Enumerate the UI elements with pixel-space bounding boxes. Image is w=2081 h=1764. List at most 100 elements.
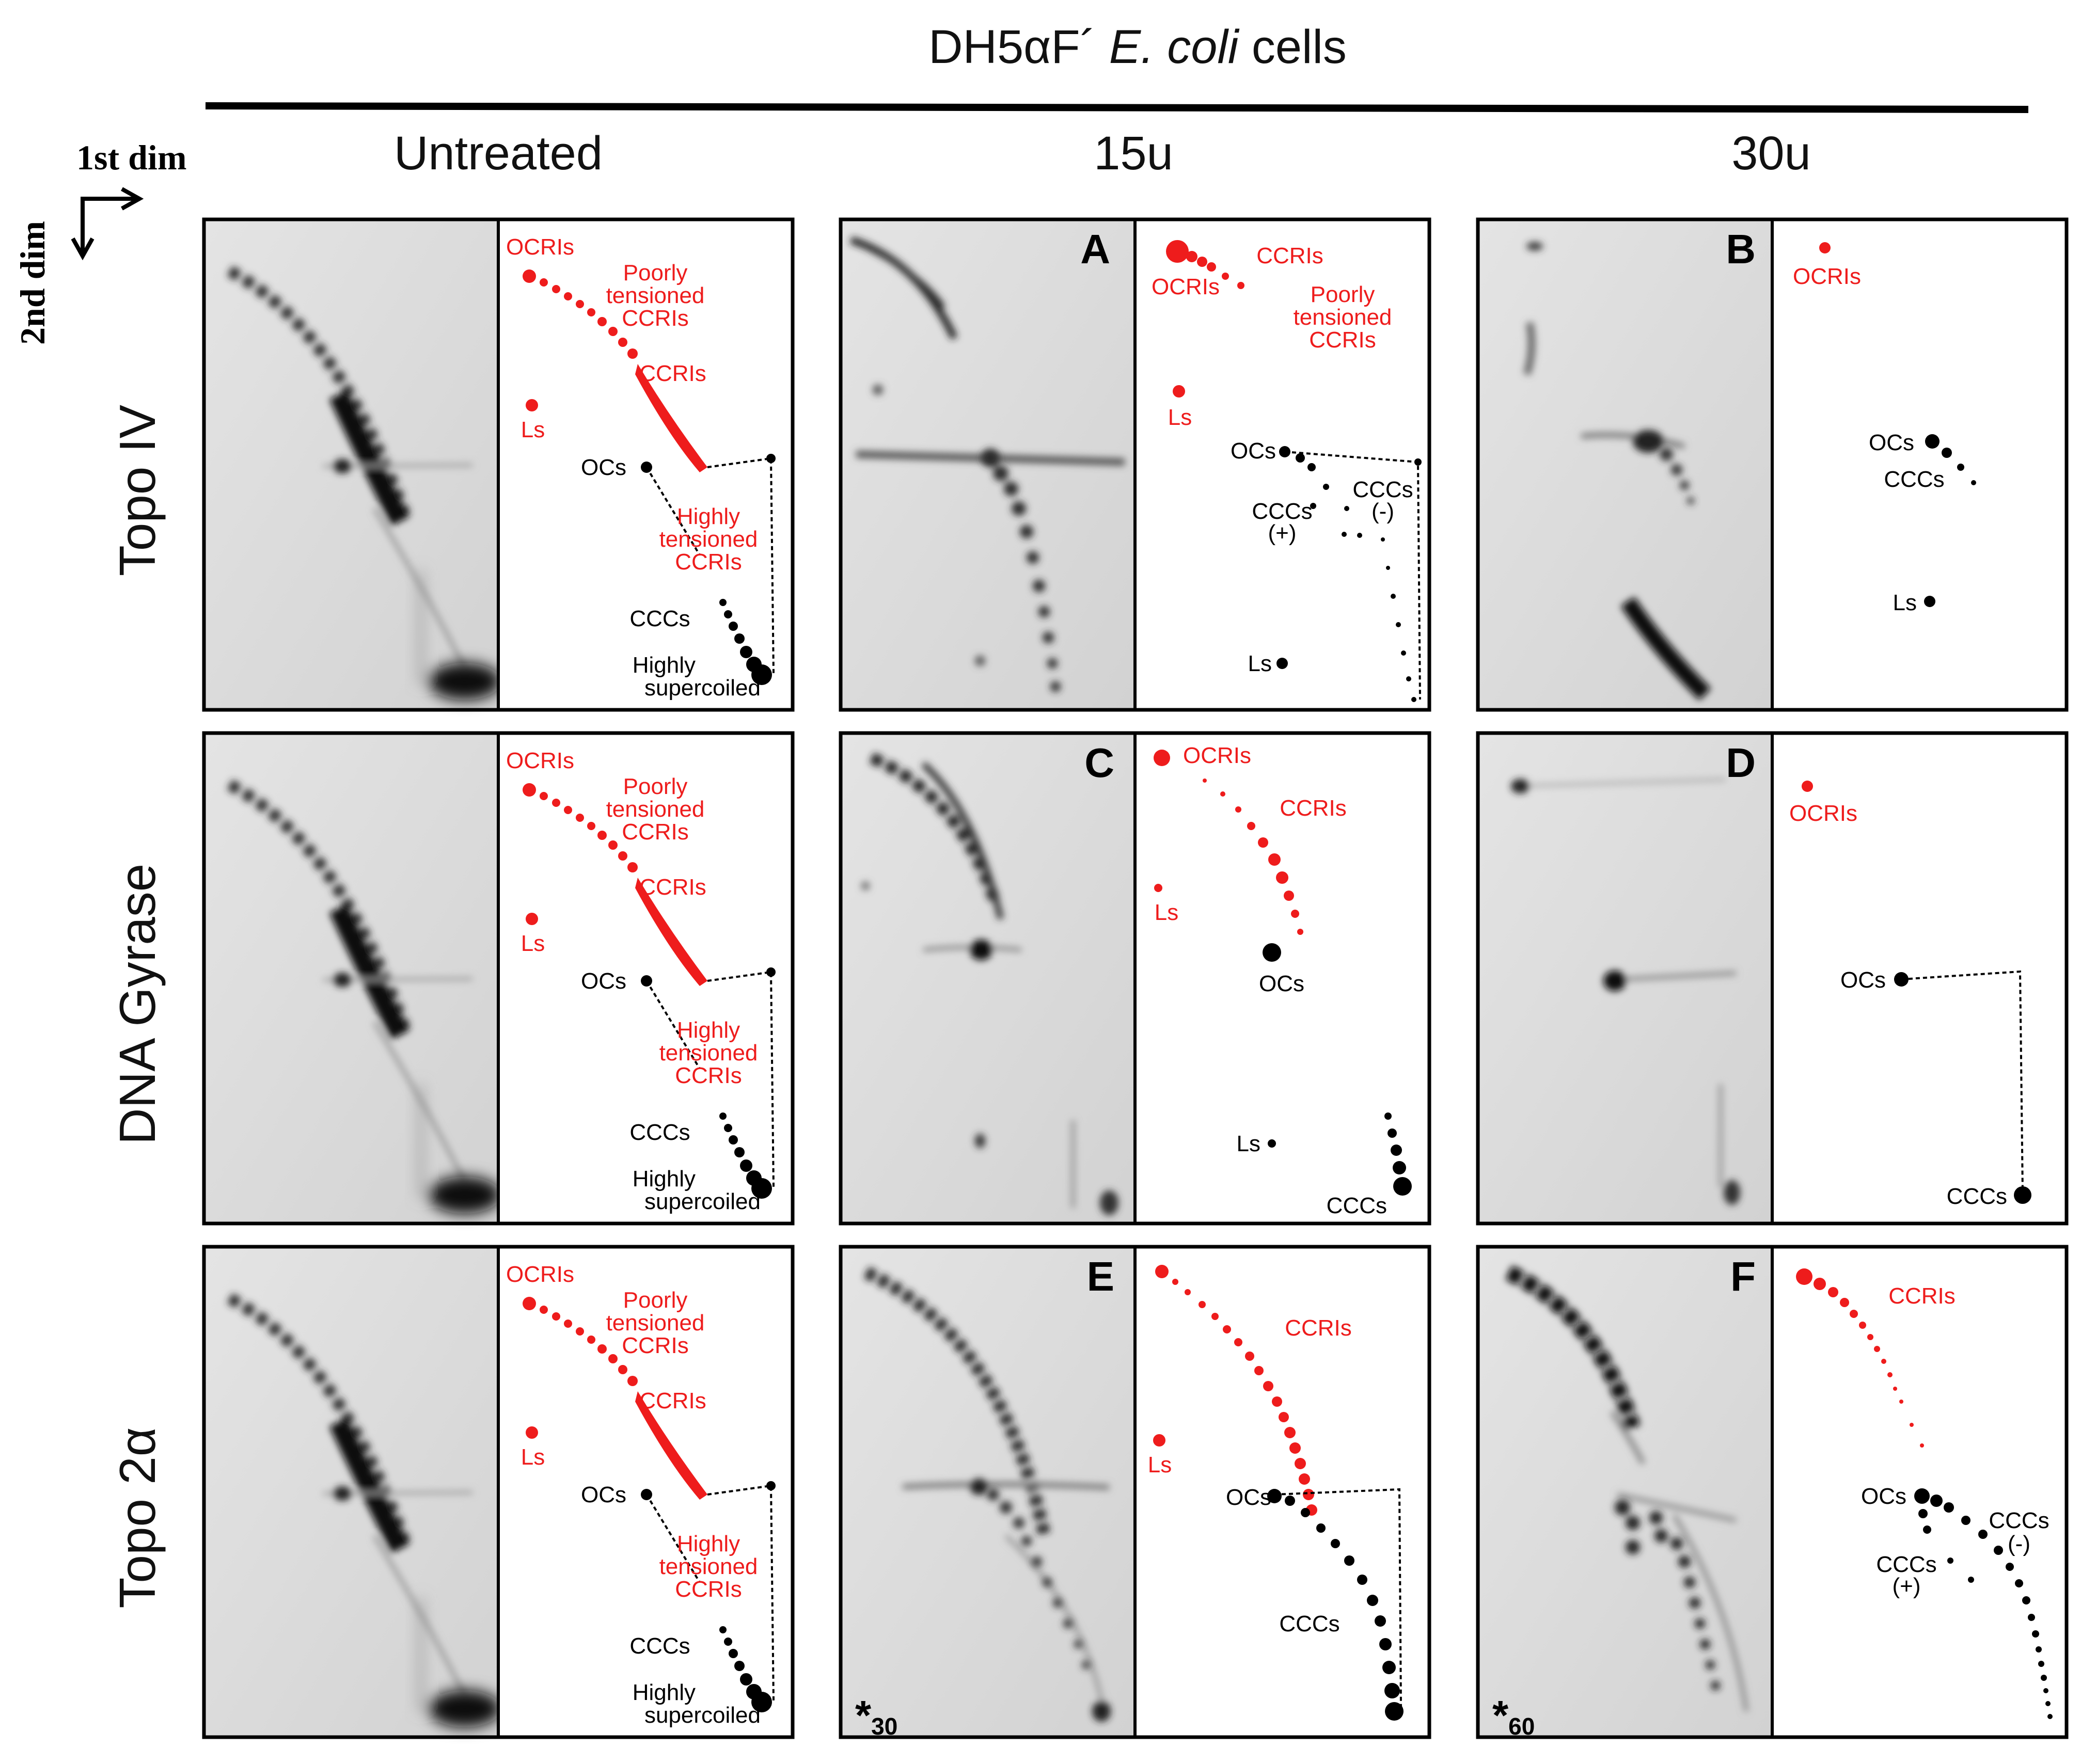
label-cccs-plus-1: CCCs xyxy=(1876,1552,1936,1577)
label-ls-black: Ls xyxy=(1893,590,1917,615)
schematic-dots xyxy=(1819,242,1976,607)
row-header-dna-gyrase: DNA Gyrase xyxy=(109,864,166,1145)
label-ls-black: Ls xyxy=(1237,1131,1260,1156)
panel-a: A CCRIs OCRIs Poorly tensioned CCRIs Ls … xyxy=(839,217,1431,712)
label-ocs: OCs xyxy=(581,1482,626,1507)
panel-frame xyxy=(839,731,1431,1226)
label-highly-t-3: CCRIs xyxy=(675,1577,742,1602)
label-poorly-2: tensioned xyxy=(606,797,705,822)
asterisk-marker: *30 xyxy=(855,1692,897,1740)
label-poorly-1: Poorly xyxy=(1311,282,1375,307)
label-ls: Ls xyxy=(521,931,545,956)
label-ls: Ls xyxy=(1148,1452,1172,1477)
label-cccs: CCCs xyxy=(1884,467,1944,492)
row-header-topo-2a: Topo 2α xyxy=(109,1427,166,1609)
panel-letter-f: F xyxy=(1730,1253,1756,1299)
schematic-dots xyxy=(1166,240,1422,702)
label-cccs-plus-2: (+) xyxy=(1268,520,1297,546)
label-ocs: OCs xyxy=(1840,967,1886,993)
label-ccris: CCRIs xyxy=(639,875,706,900)
label-highly-sc-1: Highly xyxy=(633,1680,696,1705)
label-cccs-minus-2: (-) xyxy=(1371,499,1394,524)
label-cccs: CCCs xyxy=(629,1120,690,1145)
label-highly-sc-1: Highly xyxy=(633,653,696,678)
panel-frame xyxy=(202,1245,795,1739)
label-highly-t-3: CCRIs xyxy=(675,1063,742,1088)
label-ocs: OCs xyxy=(1259,971,1304,996)
label-ls-black: Ls xyxy=(1248,651,1272,676)
row-header-topo-iv: Topo IV xyxy=(109,405,166,576)
schematic-dots xyxy=(1802,781,2031,1204)
label-ocs: OCs xyxy=(1226,1485,1271,1510)
label-ccris: CCRIs xyxy=(1280,796,1347,821)
label-highly-sc-2: supercoiled xyxy=(644,675,761,701)
panel-frame xyxy=(839,217,1431,712)
asterisk-marker: *60 xyxy=(1492,1692,1535,1740)
label-poorly-1: Poorly xyxy=(623,260,688,285)
label-cccs-minus-1: CCCs xyxy=(1352,477,1413,502)
label-highly-t-1: Highly xyxy=(677,504,740,529)
label-ls: Ls xyxy=(1168,405,1192,430)
panel-letter-d: D xyxy=(1726,740,1756,786)
panel-c: C OCRIs CCRIs Ls OCs Ls CCCs xyxy=(839,731,1431,1226)
label-cccs: CCCs xyxy=(629,1633,690,1659)
label-highly-t-2: tensioned xyxy=(659,1554,758,1579)
gel-band-ladder xyxy=(1615,1500,1720,1690)
label-highly-t-1: Highly xyxy=(677,1018,740,1043)
label-ls: Ls xyxy=(521,1444,545,1470)
panel-frame xyxy=(1476,1245,2069,1739)
label-ocris: OCRIs xyxy=(506,234,574,260)
panel-frame xyxy=(1476,217,2069,712)
label-ccris: CCRIs xyxy=(639,361,706,386)
label-highly-sc-2: supercoiled xyxy=(644,1189,761,1214)
schematic-dots xyxy=(523,1297,776,1712)
schematic-dots xyxy=(1154,750,1412,1196)
schematic-dots xyxy=(1153,1265,1404,1721)
label-poorly-2: tensioned xyxy=(1294,305,1392,330)
label-cccs: CCCs xyxy=(1279,1611,1339,1636)
gel-band-ladder xyxy=(1660,448,1694,504)
label-ls: Ls xyxy=(1155,900,1178,925)
first-dim-label: 1st dim xyxy=(76,138,186,177)
panel-letter-a: A xyxy=(1080,226,1110,272)
label-ocris: OCRIs xyxy=(1793,264,1861,289)
panel-b: B OCRIs OCs CCCs Ls xyxy=(1476,217,2069,712)
label-highly-t-3: CCRIs xyxy=(675,549,742,575)
panel-f: F *60 CCRIs OCs CCCs (-) CCCs (+) xyxy=(1476,1245,2069,1740)
gel-image xyxy=(1478,1247,1772,1737)
label-ccris: CCRIs xyxy=(1256,243,1323,268)
label-ccris: CCRIs xyxy=(1888,1283,1956,1309)
label-highly-t-2: tensioned xyxy=(659,1040,758,1066)
label-cccs-plus-1: CCCs xyxy=(1252,499,1312,524)
label-ocris: OCRIs xyxy=(1789,801,1857,826)
label-cccs: CCCs xyxy=(1947,1184,2007,1209)
label-ccris: CCRIs xyxy=(639,1388,706,1413)
schematic-dots xyxy=(523,269,776,685)
schematic-dots xyxy=(1796,1268,2053,1719)
label-poorly-1: Poorly xyxy=(623,774,688,799)
figure-title: DH5αF´ E. coli cells xyxy=(928,21,1347,73)
panel-e: E *30 CCRIs Ls OCs CCCs xyxy=(839,1245,1431,1740)
label-cccs-plus-2: (+) xyxy=(1893,1574,1921,1599)
column-header-15u: 15u xyxy=(1094,127,1173,180)
label-ocris: OCRIs xyxy=(1152,274,1220,299)
label-ocris: OCRIs xyxy=(506,1262,574,1287)
label-cccs: CCCs xyxy=(1327,1193,1387,1218)
panel-letter-b: B xyxy=(1726,226,1756,272)
label-ocris: OCRIs xyxy=(506,748,574,773)
label-ocs: OCs xyxy=(1861,1484,1906,1509)
label-cccs: CCCs xyxy=(629,606,690,631)
panel-d: D OCRIs OCs CCCs xyxy=(1476,731,2069,1226)
label-highly-sc-2: supercoiled xyxy=(644,1703,761,1728)
label-poorly-3: CCRIs xyxy=(622,1333,689,1358)
label-ls: Ls xyxy=(521,417,545,442)
panel-frame xyxy=(202,731,795,1226)
label-poorly-3: CCRIs xyxy=(622,306,689,331)
label-poorly-1: Poorly xyxy=(623,1288,688,1313)
label-cccs-minus-1: CCCs xyxy=(1989,1508,2049,1533)
panel-frame xyxy=(202,217,795,712)
panel-untreated-dna-gyrase: OCRIs Poorly tensioned CCRIs CCRIs Ls Hi… xyxy=(202,731,795,1226)
panel-untreated-topo-2a: OCRIs Poorly tensioned CCRIs CCRIs Ls Hi… xyxy=(202,1245,795,1739)
label-poorly-3: CCRIs xyxy=(622,819,689,845)
